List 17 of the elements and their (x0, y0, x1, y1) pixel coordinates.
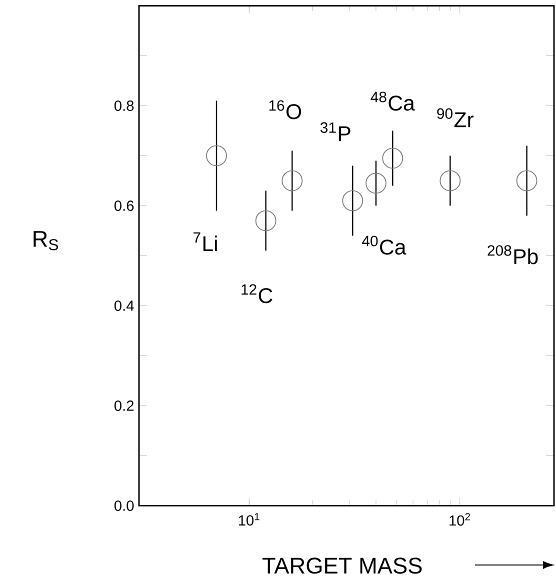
annotation: $^{31}$P (320, 122, 350, 142)
x-axis-title: TARGET MASS (262, 558, 422, 574)
x-tick-label: 10$^{1}$ (238, 513, 260, 526)
annotation: $^{90}$Zr (437, 108, 474, 128)
annotation: $^{208}$Pb (488, 245, 538, 264)
y-tick-label: 0.6 (114, 200, 134, 211)
annotation: $^{16}$O (269, 100, 302, 120)
x-tick-label: 10$^{2}$ (450, 513, 470, 526)
y-tick-label: 0.0 (114, 500, 134, 511)
y-tick-label: 0.4 (114, 300, 134, 311)
annotation: $^{40}$Ca (362, 236, 406, 255)
annotation: $^{7}$Li (193, 232, 217, 252)
y-tick-label: 0.8 (114, 100, 134, 111)
annotation: $^{48}$Ca (370, 92, 415, 111)
y-tick-label: 0.2 (114, 400, 134, 411)
annotation: $^{12}$C (242, 284, 272, 304)
y-axis-title: R$_{S}$ (34, 231, 58, 250)
